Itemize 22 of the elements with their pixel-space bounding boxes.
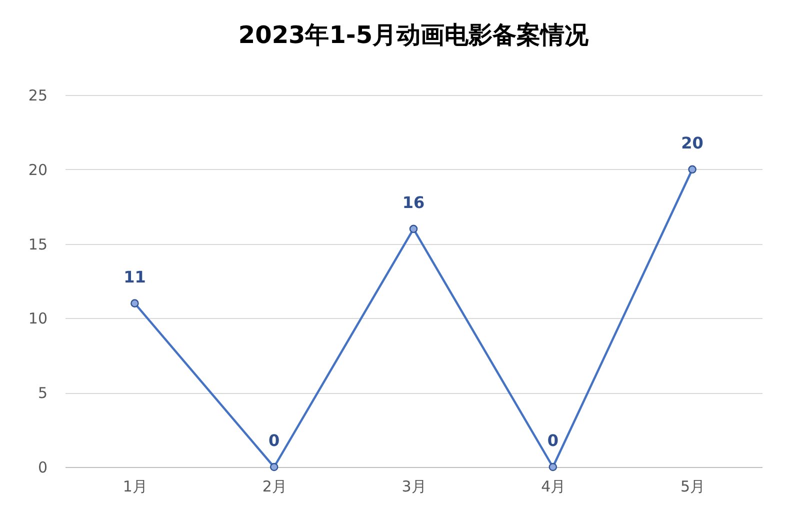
y-tick-label: 5 — [38, 384, 48, 402]
y-tick-label: 20 — [28, 160, 48, 179]
point — [270, 462, 278, 472]
x-tick-label: 4月 — [541, 478, 566, 496]
point — [688, 165, 696, 174]
data-label: 0 — [547, 431, 558, 450]
data-label: 0 — [268, 431, 280, 450]
y-tick-label: 25 — [28, 86, 48, 104]
x-tick-label: 5月 — [680, 478, 706, 496]
point — [409, 224, 418, 234]
point — [130, 299, 139, 308]
x-tick-label: 3月 — [402, 478, 426, 496]
data-label: 16 — [402, 192, 425, 212]
x-tick-label: 2月 — [262, 478, 287, 496]
chart-title: 2023年1-5月动画电影备案情况 — [238, 21, 590, 49]
point — [548, 462, 558, 472]
y-tick-label: 0 — [38, 458, 48, 476]
y-tick-label: 15 — [28, 235, 48, 254]
y-tick-label: 10 — [28, 310, 48, 328]
data-label: 11 — [124, 267, 146, 286]
data-label: 20 — [681, 133, 704, 152]
x-tick-label: 1月 — [122, 478, 148, 496]
